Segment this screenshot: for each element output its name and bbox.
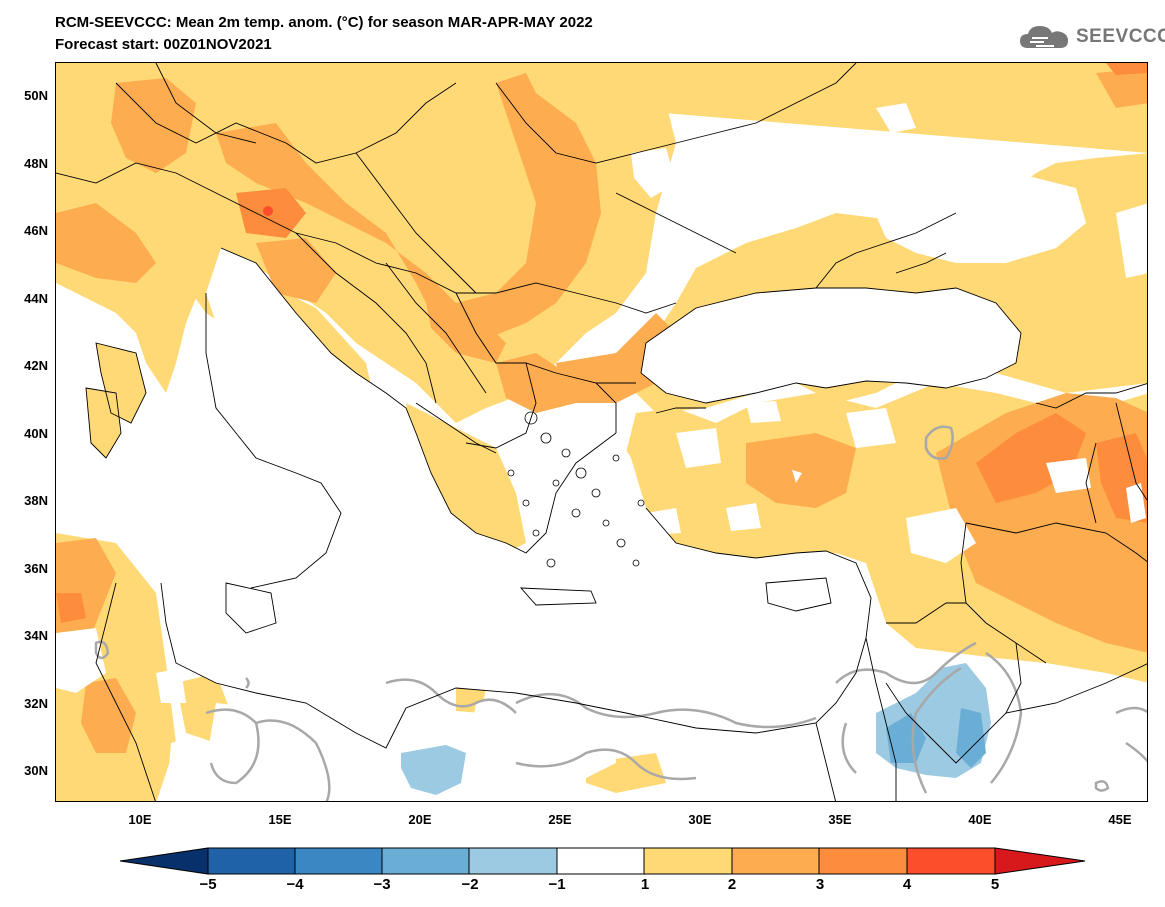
seevccc-logo: SEEVCCC bbox=[1018, 22, 1165, 52]
colorbar-label-minus2: −2 bbox=[461, 876, 479, 893]
lat-label-36n: 36N bbox=[24, 561, 48, 576]
colorbar-label-2: 2 bbox=[727, 876, 737, 893]
lon-label-35e: 35E bbox=[828, 812, 852, 827]
aegean-islands bbox=[507, 411, 645, 568]
lon-label-30e: 30E bbox=[688, 812, 712, 827]
lat-label-48n: 48N bbox=[24, 156, 48, 171]
lat-label-32n: 32N bbox=[24, 696, 48, 711]
colorbar-label-minus1: −1 bbox=[548, 876, 566, 893]
colorbar-segment-4 bbox=[468, 847, 558, 875]
title-line-2: Forecast start: 00Z01NOV2021 bbox=[55, 36, 272, 53]
colorbar-label-1: 1 bbox=[640, 876, 650, 893]
logo-text: SEEVCCC bbox=[1076, 26, 1165, 47]
cloud-logo-icon bbox=[1020, 26, 1068, 48]
lat-label-40n: 40N bbox=[24, 426, 48, 441]
lat-label-50n: 50N bbox=[24, 88, 48, 103]
colorbar-label-minus4: −4 bbox=[286, 876, 304, 893]
lon-label-15e: 15E bbox=[268, 812, 292, 827]
colorbar-segment-max bbox=[994, 847, 1086, 875]
borders-and-coastlines bbox=[56, 63, 1147, 801]
land-warm-anomaly bbox=[56, 68, 1147, 753]
colorbar-label-minus3: −3 bbox=[373, 876, 391, 893]
lon-label-45e: 45E bbox=[1108, 812, 1132, 827]
colorbar-label-5: 5 bbox=[990, 876, 1000, 893]
lat-label-44n: 44N bbox=[24, 291, 48, 306]
colorbar-segment-1 bbox=[207, 847, 296, 875]
colorbar-segment-min bbox=[119, 847, 209, 875]
colorbar-label-4: 4 bbox=[902, 876, 912, 893]
colorbar-segment-6 bbox=[643, 847, 733, 875]
lon-label-10e: 10E bbox=[128, 812, 152, 827]
lat-label-42n: 42N bbox=[24, 358, 48, 373]
lon-label-25e: 25E bbox=[548, 812, 572, 827]
temperature-anomaly-map bbox=[56, 63, 1147, 801]
map-frame bbox=[55, 62, 1148, 802]
cool-anomaly bbox=[401, 663, 991, 795]
contour-lines bbox=[94, 425, 1147, 801]
lon-label-20e: 20E bbox=[408, 812, 432, 827]
title-line-1: RCM-SEEVCCC: Mean 2m temp. anom. (°C) fo… bbox=[55, 14, 593, 31]
colorbar-segment-9 bbox=[906, 847, 996, 875]
colorbar-segment-8 bbox=[818, 847, 908, 875]
lat-label-46n: 46N bbox=[24, 223, 48, 238]
colorbar-segment-3 bbox=[381, 847, 470, 875]
lat-label-38n: 38N bbox=[24, 493, 48, 508]
colorbar-label-3: 3 bbox=[815, 876, 825, 893]
colorbar-segment-5 bbox=[556, 847, 645, 875]
colorbar bbox=[119, 847, 1086, 875]
lat-label-30n: 30N bbox=[24, 763, 48, 778]
colorbar-segment-7 bbox=[731, 847, 820, 875]
colorbar-label-minus5: −5 bbox=[199, 876, 217, 893]
sea-and-neutral bbox=[56, 103, 1147, 801]
colorbar-segment-2 bbox=[294, 847, 383, 875]
lon-label-40e: 40E bbox=[968, 812, 992, 827]
lat-label-34n: 34N bbox=[24, 628, 48, 643]
